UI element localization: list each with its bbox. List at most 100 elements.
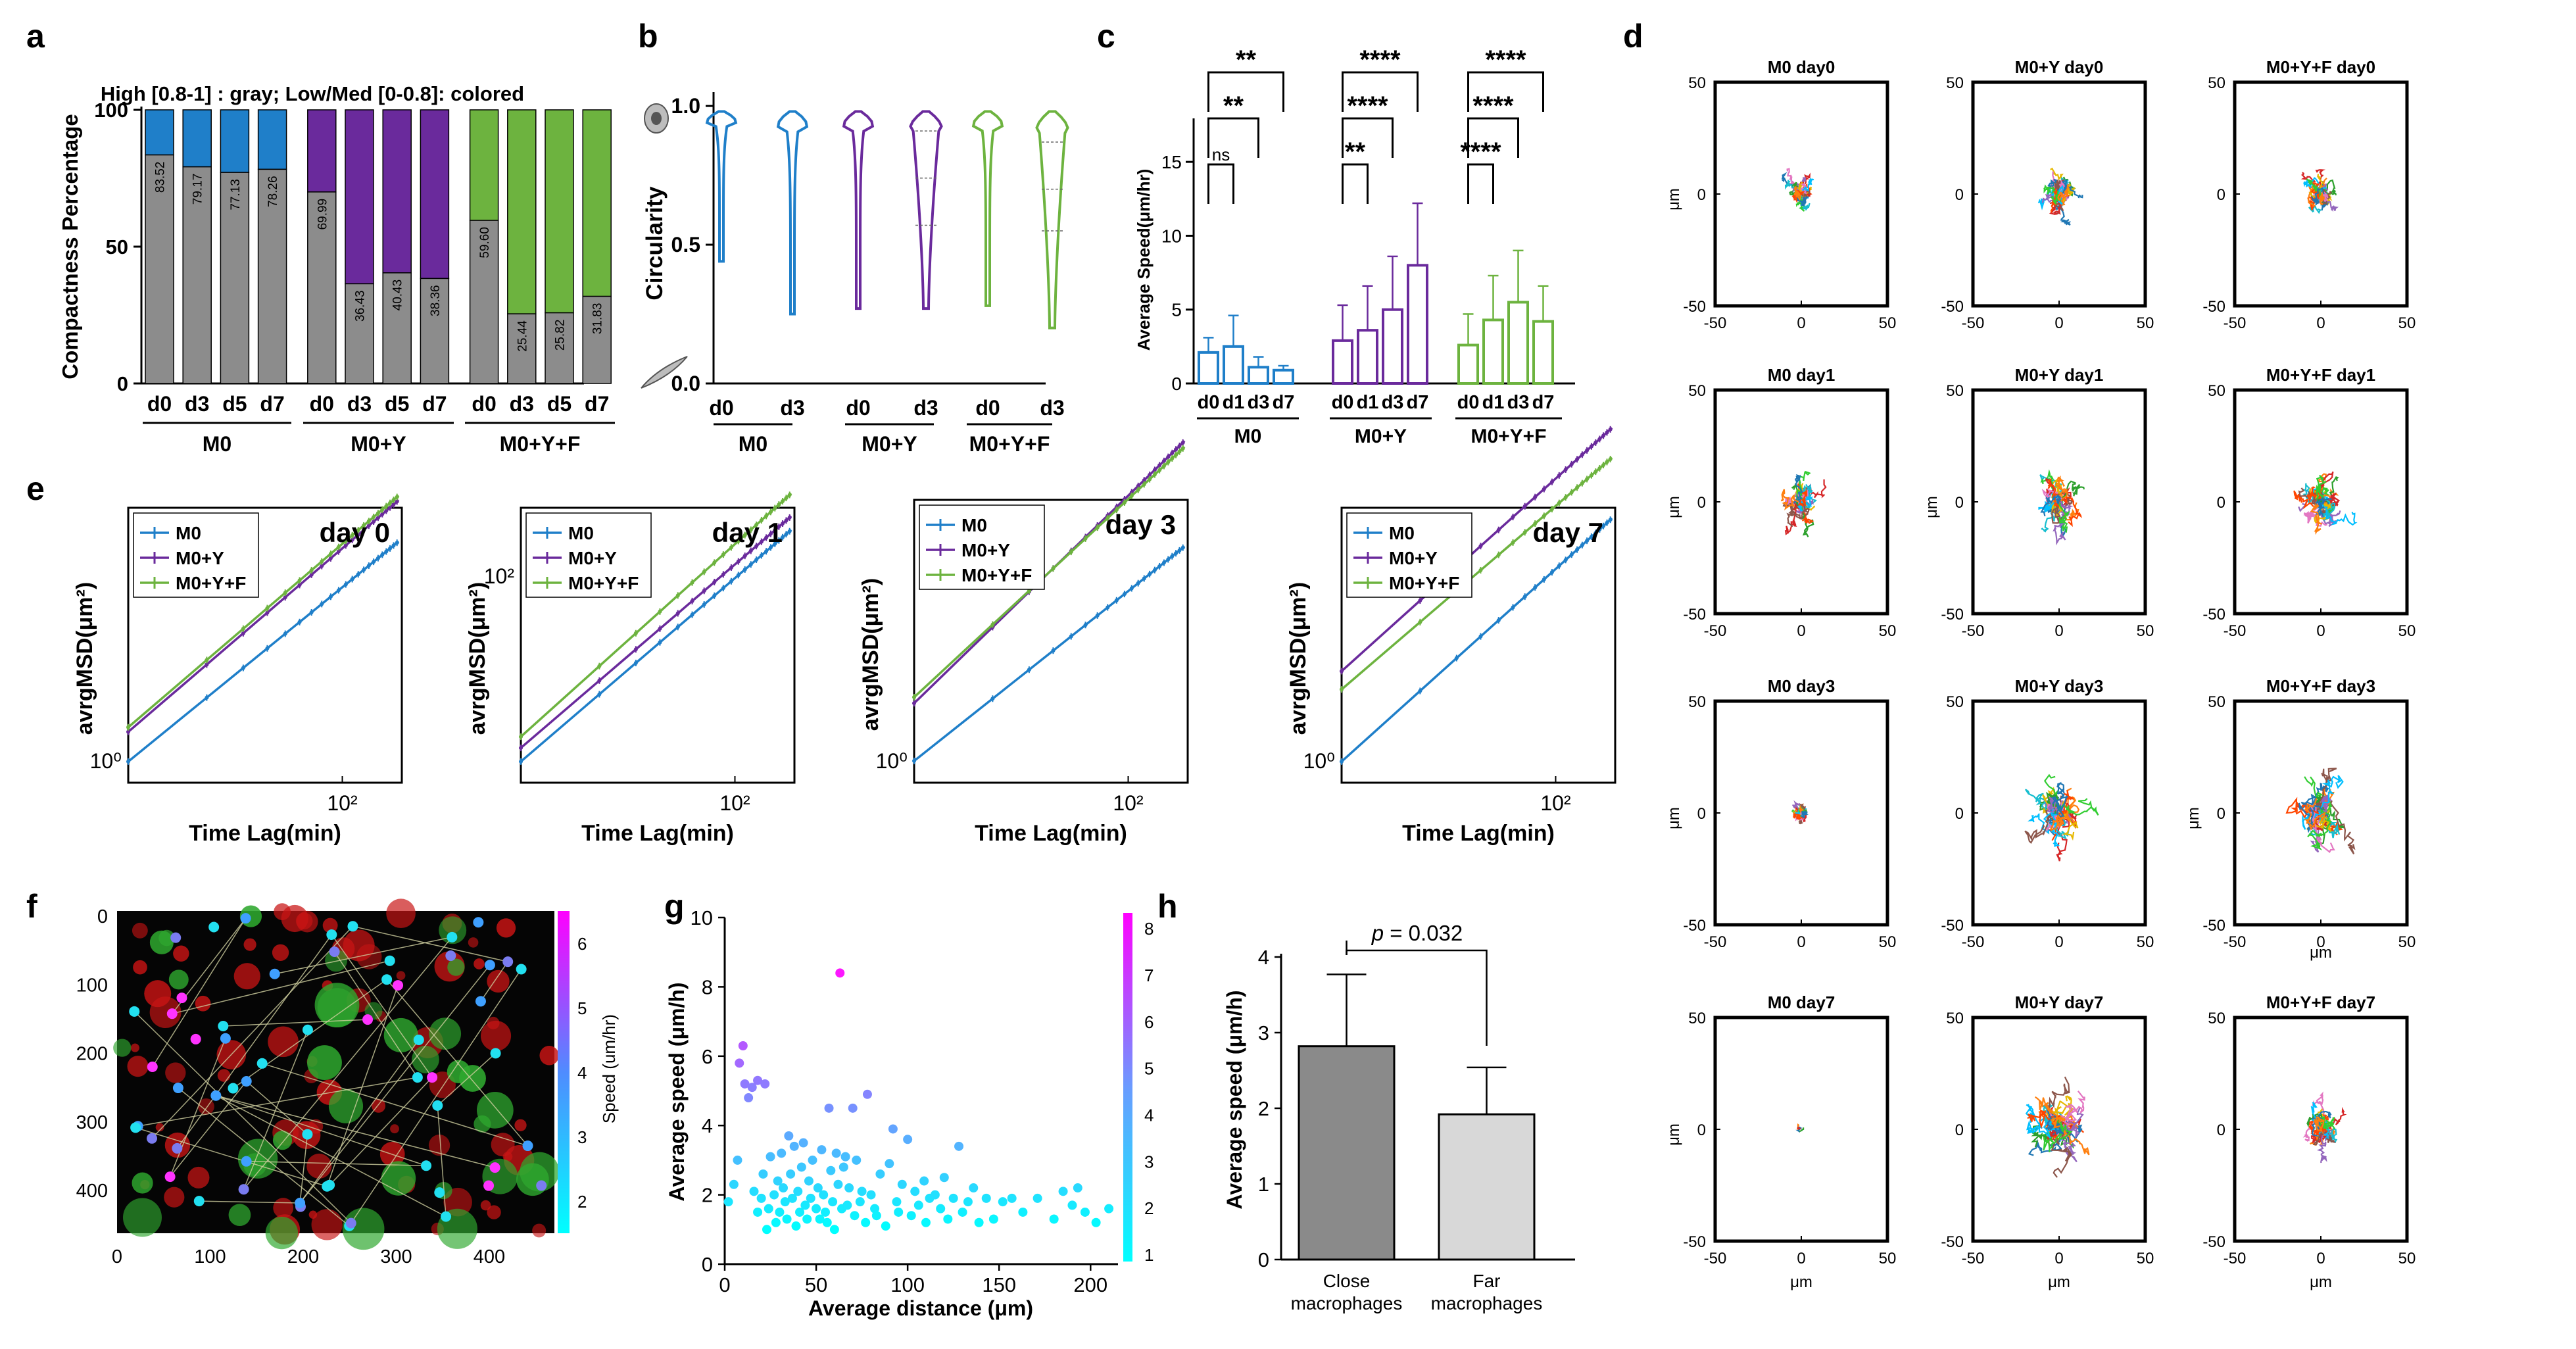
y-tick-label: 50 (1688, 74, 1706, 92)
scatter-point (831, 1148, 841, 1158)
tracked-cell (241, 1156, 252, 1167)
legend-label: M0+Y (1389, 548, 1438, 568)
bar (1507, 301, 1529, 385)
scatter-point (804, 1176, 814, 1186)
colorbar-tick-label: 5 (577, 998, 587, 1018)
y-axis-label: avrgMSD(μm²) (465, 582, 490, 735)
x-tick-label: 50 (805, 1273, 827, 1296)
trajectory (2316, 1132, 2327, 1164)
track-link (170, 1081, 247, 1177)
plot-title: M0+Y+F day3 (2266, 676, 2375, 696)
y-tick-label: 50 (2208, 1010, 2225, 1027)
y-tick-label: 50 (1688, 693, 1706, 711)
y-tick-label: 400 (76, 1181, 108, 1202)
green-cell (429, 1018, 462, 1050)
x-tick-label: d7 (585, 392, 609, 416)
tracked-cell (475, 996, 486, 1007)
tracked-cell (536, 1180, 547, 1191)
significance-label: ns (1212, 145, 1230, 164)
scatter-point (981, 1193, 991, 1203)
x-tick-label: 0 (1797, 1250, 1805, 1267)
scatter-point (819, 1190, 829, 1200)
scatter-point (897, 1179, 907, 1189)
bar (1298, 1045, 1396, 1261)
green-cell (474, 1115, 491, 1133)
scatter-point (1067, 1200, 1077, 1210)
bar (1382, 308, 1403, 385)
tracked-cell (362, 1014, 374, 1025)
y-axis-label: Average speed (μm/h) (665, 982, 689, 1201)
y-tick-label: 50 (2208, 693, 2225, 711)
colorbar (1123, 913, 1132, 1262)
green-cell (272, 1130, 293, 1150)
y-tick-label: 8 (702, 975, 713, 998)
scatter-point (921, 1217, 931, 1227)
x-axis-label: μm (1790, 1273, 1812, 1291)
scatter-point (969, 1183, 979, 1193)
significance-bracket (1207, 163, 1234, 204)
red-cell (274, 903, 291, 920)
scatter-point (963, 1197, 973, 1207)
data-label: 38.36 (429, 285, 443, 316)
green-cell (113, 1039, 132, 1057)
scatter-point (974, 1217, 984, 1227)
scatter-point (1104, 1204, 1114, 1214)
x-tick-label: d3 (1040, 396, 1064, 420)
x-tick-label: d3 (913, 396, 938, 420)
x-tick-label: 0 (2316, 314, 2325, 332)
trajectory (1784, 502, 1804, 535)
green-cell (447, 958, 465, 976)
tracked-cell (172, 1142, 183, 1154)
tracked-cell (489, 1162, 500, 1173)
x-tick-label: d0 (147, 392, 172, 416)
panel-label: h (1157, 888, 1178, 925)
trajectory (2060, 798, 2099, 816)
scatter-point (903, 1135, 913, 1144)
bar (1407, 264, 1428, 385)
colorbar-tick-label: 6 (1144, 1012, 1154, 1032)
trajectory-plot: M0 day1 -50-50 0 0 50 50 μm (1665, 365, 1896, 640)
scatter-point (786, 1169, 796, 1179)
trajectory (2322, 493, 2341, 506)
trajectory (2314, 1114, 2329, 1137)
green-cell (265, 1216, 299, 1250)
red-cell (268, 1026, 299, 1058)
tracked-cell (412, 1072, 423, 1083)
legend: M0 M0+Y M0+Y+F (919, 504, 1045, 590)
x-tick-label: 200 (287, 1246, 319, 1267)
trajectory (1793, 812, 1801, 821)
x-tick-label: 10² (1113, 791, 1144, 815)
y-tick-label: -50 (1683, 606, 1706, 624)
red-cell (127, 1056, 149, 1077)
red-cell (480, 1200, 491, 1211)
panel-label: g (664, 888, 685, 925)
scatter-point (842, 1200, 852, 1210)
p-symbol: p (1371, 921, 1384, 945)
plot-title: day 1 (712, 517, 783, 548)
bar-high (145, 154, 174, 384)
tracked-cell (256, 1058, 268, 1069)
red-cell (273, 1198, 294, 1218)
panel-h: Average speed (μm/h)01234Closemacrophage… (1223, 921, 1575, 1313)
y-tick-label: 0 (702, 1253, 713, 1276)
x-tick-label: d7 (422, 392, 447, 416)
trajectory (2304, 798, 2326, 831)
scatter-point (815, 1214, 825, 1224)
track-link (274, 937, 452, 975)
red-cell (165, 1062, 186, 1083)
trajectory (1797, 1126, 1801, 1130)
track-link (299, 1039, 420, 1204)
y-tick-label: 10 (1161, 226, 1182, 246)
plot-title: M0+Y day0 (2015, 57, 2104, 77)
bar-low-med (145, 109, 174, 156)
scatter-point (829, 1225, 839, 1235)
bar-high (507, 313, 537, 384)
panel-label: c (1097, 18, 1115, 55)
scatter-point (723, 1197, 733, 1207)
scatter-point (806, 1193, 815, 1203)
scatter-point (870, 1204, 880, 1214)
scatter-point (802, 1214, 812, 1224)
scatter-point (753, 1075, 763, 1085)
y-tick-label: 50 (1688, 382, 1706, 400)
bar-low-med (420, 109, 450, 280)
